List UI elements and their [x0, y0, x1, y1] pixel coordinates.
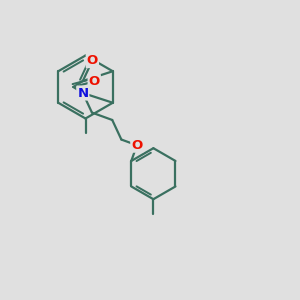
- Text: N: N: [77, 86, 88, 100]
- Text: O: O: [131, 139, 142, 152]
- Text: O: O: [87, 54, 98, 67]
- Text: O: O: [88, 75, 100, 88]
